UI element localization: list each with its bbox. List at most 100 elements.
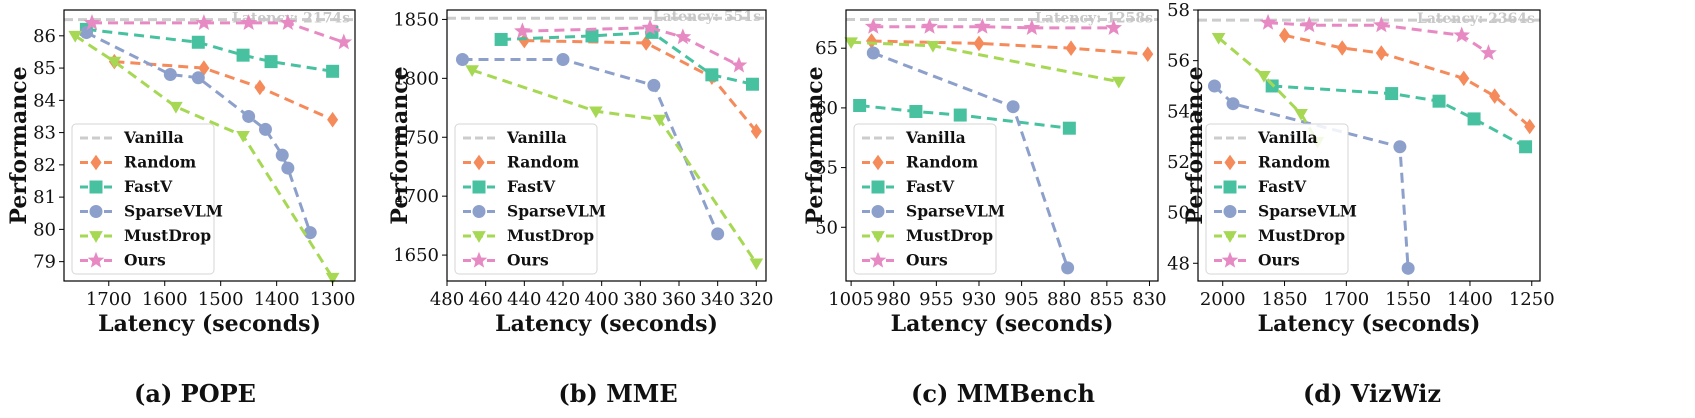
legend: Vanilla Random FastV SparseVLM MustDrop Ours (71, 123, 223, 275)
legend-label-vanilla: Vanilla (905, 128, 966, 147)
data-point-ours (1023, 19, 1041, 36)
data-point-random (1375, 45, 1387, 61)
data-point-sparsevlm (455, 52, 469, 66)
data-point-sparsevlm (711, 227, 725, 241)
y-tick-label: 50 (1167, 203, 1190, 224)
data-point-mustdrop (1111, 76, 1126, 89)
data-point-fastv (585, 29, 599, 43)
data-point-fastv (1062, 121, 1076, 135)
legend-label-random: Random (507, 153, 580, 172)
data-point-sparsevlm (1061, 261, 1075, 275)
x-tick-label: 380 (623, 289, 657, 310)
x-tick-label: 1250 (1509, 289, 1555, 310)
legend: Vanilla Random FastV SparseVLM MustDrop Ours (454, 123, 606, 275)
data-point-fastv (494, 32, 508, 46)
legend-label-vanilla: Vanilla (1257, 128, 1318, 147)
data-point-sparsevlm (281, 161, 295, 175)
data-point-fastv (909, 104, 923, 118)
plot-frame (446, 9, 767, 282)
x-tick-label: 855 (1090, 289, 1124, 310)
data-point-mustdrop (926, 40, 940, 53)
data-point-ours (864, 17, 882, 34)
x-tick-label: 930 (962, 289, 996, 310)
data-point-random (750, 123, 762, 140)
x-tick-label: 2000 (1200, 289, 1246, 310)
panel-caption: (c) MMBench (911, 379, 1095, 408)
series-line-sparsevlm (1213, 84, 1410, 269)
legend-label-ours: Ours (124, 251, 166, 270)
data-point-sparsevlm (647, 78, 661, 92)
series-line-fastv (86, 27, 333, 73)
panel-caption: (d) VizWiz (1303, 379, 1441, 408)
data-point-sparsevlm (258, 122, 272, 136)
y-tick-label: 60 (815, 98, 838, 119)
legend-label-ours: Ours (1258, 251, 1300, 270)
data-point-sparsevlm (275, 148, 289, 162)
data-point-random (1279, 27, 1291, 44)
x-tick-label: 460 (468, 289, 502, 310)
data-point-sparsevlm (1393, 140, 1407, 154)
data-point-sparsevlm (242, 109, 256, 123)
y-tick-label: 54 (1167, 101, 1190, 122)
chart-panel-2: Latency: 551s 480 460 440 420 400 380 360 340 320… (387, 9, 774, 408)
legend-label-vanilla: Vanilla (506, 128, 567, 147)
legend-label-mustdrop: MustDrop (507, 226, 594, 245)
data-point-sparsevlm (1207, 79, 1221, 93)
legend-marker-ours (869, 251, 887, 268)
y-tick-label: 48 (1167, 253, 1190, 274)
data-point-sparsevlm (866, 46, 880, 60)
data-point-fastv (853, 99, 867, 113)
y-tick-label: 52 (1167, 152, 1190, 173)
series-line-mustdrop (851, 40, 1120, 84)
series-line-random (871, 39, 1148, 56)
legend-label-mustdrop: MustDrop (124, 226, 211, 245)
data-point-random (866, 33, 878, 49)
data-point-mustdrop (652, 114, 667, 127)
data-point-mustdrop (169, 101, 183, 114)
legend-marker-mustdrop (871, 231, 885, 243)
data-point-sparsevlm (1226, 97, 1240, 111)
legend-marker-fastv (871, 180, 885, 194)
x-tick-label: 1005 (828, 289, 874, 310)
legend-marker-mustdrop (1223, 231, 1237, 243)
data-point-random (1065, 40, 1077, 57)
y-axis-label: Performance (387, 66, 413, 224)
y-tick-label: 82 (33, 155, 56, 176)
data-point-fastv (326, 64, 340, 78)
legend-marker-fastv (1223, 180, 1237, 194)
y-tick-label: 55 (815, 158, 838, 179)
legend: Vanilla Random FastV SparseVLM MustDrop Ours (1205, 123, 1357, 275)
y-tick-label: 81 (33, 187, 56, 208)
legend-label-ours: Ours (906, 251, 948, 270)
x-tick-label: 320 (739, 289, 773, 310)
legend-label-fastv: FastV (507, 177, 556, 196)
y-tick-label: 85 (33, 58, 56, 79)
data-point-fastv (1467, 112, 1481, 126)
y-tick-label: 1850 (393, 9, 439, 30)
data-point-ours (1480, 44, 1497, 61)
x-tick-label: 480 (430, 289, 464, 310)
x-tick-label: 955 (919, 289, 953, 310)
legend-marker-sparsevlm (1223, 205, 1237, 218)
series-line-random (114, 60, 334, 122)
data-point-ours (335, 33, 353, 50)
data-point-ours (641, 18, 659, 35)
legend-label-random: Random (124, 153, 197, 172)
legend-marker-fastv (472, 180, 486, 194)
legend-label-mustdrop: MustDrop (1258, 226, 1345, 245)
legend-marker-fastv (89, 180, 103, 194)
data-point-random (1458, 70, 1470, 87)
legend-label-mustdrop: MustDrop (906, 226, 993, 245)
x-tick-label: 440 (507, 289, 541, 310)
data-point-random (1489, 88, 1501, 104)
x-axis-label: Latency (seconds) (495, 311, 718, 337)
data-point-ours (279, 14, 297, 30)
x-axis-label: Latency (seconds) (98, 311, 321, 337)
data-point-ours (1453, 26, 1471, 43)
data-point-ours (240, 14, 258, 30)
legend-marker-random (1224, 154, 1236, 171)
data-point-mustdrop (325, 272, 340, 285)
x-tick-label: 1300 (310, 289, 356, 310)
data-point-random (254, 79, 266, 96)
